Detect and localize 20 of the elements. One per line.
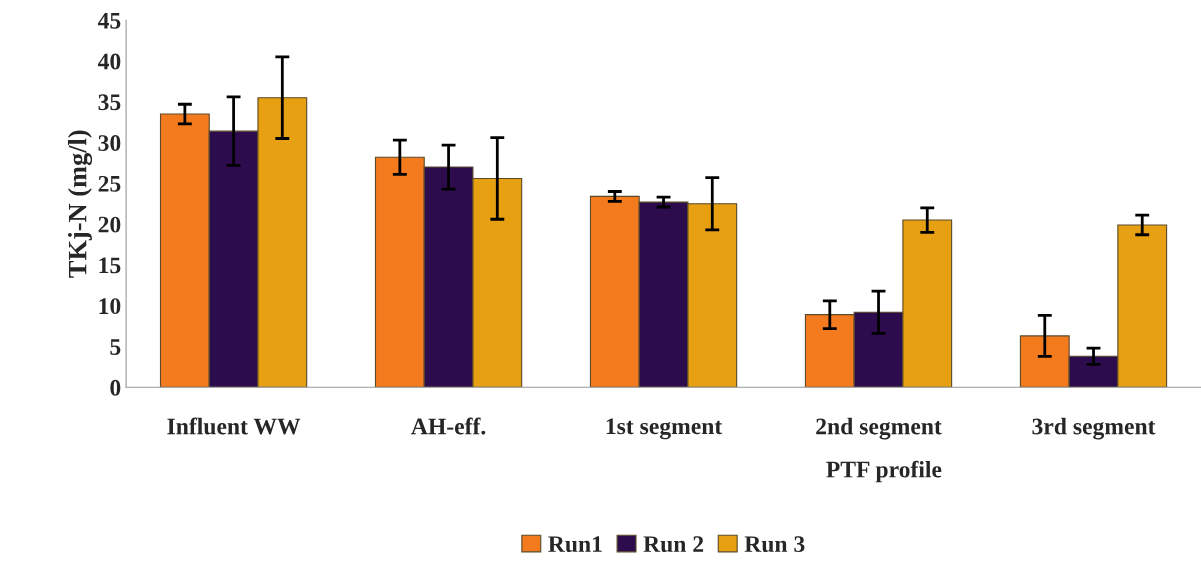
legend-label: Run1 bbox=[548, 536, 602, 553]
legend-label: Run 2 bbox=[643, 536, 704, 553]
y-tick-label: 10 bbox=[99, 298, 121, 315]
y-tick-label: 45 bbox=[97, 12, 121, 29]
legend-label: Run 3 bbox=[744, 536, 805, 553]
y-tick-label: 5 bbox=[110, 339, 121, 355]
x-tick-label: AH-eff. bbox=[411, 417, 486, 435]
x-tick-label: 1st segment bbox=[606, 418, 723, 440]
x-tick-label: 3rd segment bbox=[1032, 417, 1156, 440]
y-tick-label: 20 bbox=[98, 216, 121, 233]
x-tick-label: 2nd segment bbox=[816, 417, 942, 440]
x-tick-label: Influent WW bbox=[167, 417, 301, 435]
y-tick-label: 35 bbox=[98, 94, 121, 111]
y-tick-label: 0 bbox=[110, 379, 121, 396]
y-tick-label: 25 bbox=[98, 175, 121, 192]
y-tick-label: 15 bbox=[99, 257, 121, 274]
x-axis-title: PTF profile bbox=[826, 460, 942, 483]
y-axis-title: TKj-N (mg/l) bbox=[67, 130, 93, 278]
y-tick-label: 40 bbox=[97, 53, 121, 70]
y-tick-label: 30 bbox=[98, 135, 121, 151]
